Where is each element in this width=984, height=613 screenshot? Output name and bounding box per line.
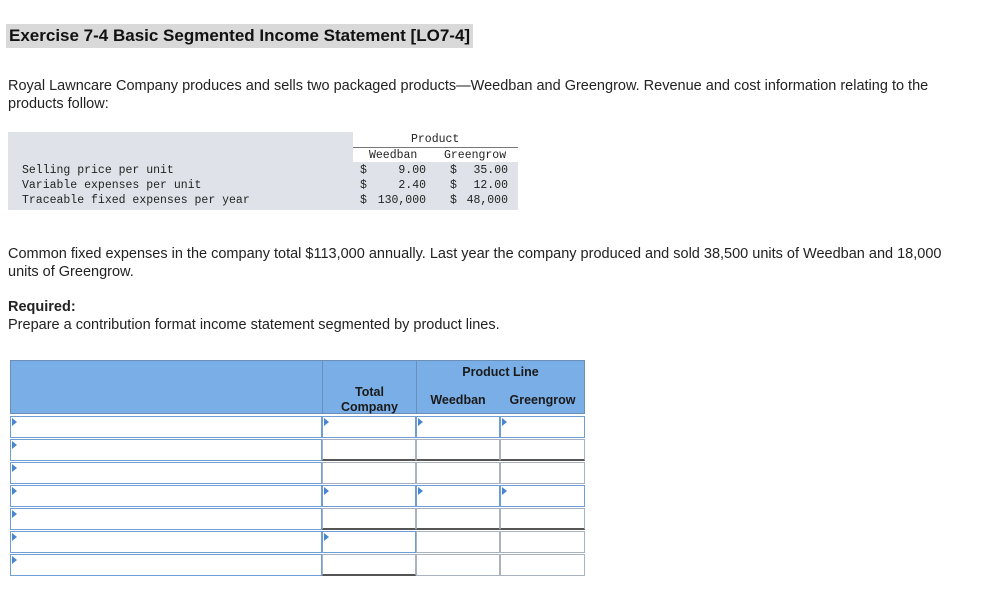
weedban-cell: [416, 554, 500, 576]
total-company-line2: Company: [341, 400, 398, 414]
row-c2-value: 12.00: [473, 179, 508, 192]
row-label: Selling price per unit: [22, 164, 174, 177]
dropdown-marker-icon: [12, 510, 17, 518]
required-text: Prepare a contribution format income sta…: [8, 317, 500, 333]
income-statement-grid: Product Line Total Company Weedban Green…: [10, 360, 585, 578]
exercise-title: Exercise 7-4 Basic Segmented Income Stat…: [6, 24, 474, 48]
dropdown-marker-icon: [324, 418, 329, 426]
weedban-amount-input[interactable]: [416, 439, 500, 461]
dropdown-marker-icon: [12, 533, 17, 541]
info-rows-bg: [8, 162, 518, 210]
row-label-input[interactable]: [10, 508, 322, 530]
row-label: Traceable fixed expenses per year: [22, 194, 250, 207]
total-company-line1: Total: [355, 385, 384, 399]
dropdown-marker-icon: [12, 464, 17, 472]
dropdown-marker-icon: [12, 487, 17, 495]
dropdown-marker-icon: [324, 487, 329, 495]
row-c1-value: 130,000: [377, 194, 426, 207]
total-amount-input[interactable]: [322, 531, 416, 553]
dropdown-marker-icon: [324, 533, 329, 541]
greengrow-cell: [500, 554, 585, 576]
dropdown-marker-icon: [418, 418, 423, 426]
row-label-input[interactable]: [10, 554, 322, 576]
info-header-bar: [8, 132, 353, 162]
weedban-amount-input[interactable]: [416, 485, 500, 507]
header-label-column: [10, 360, 323, 414]
row-c1-symbol: $: [360, 164, 367, 177]
weedban-amount-input[interactable]: [416, 508, 500, 530]
header-total-company: [322, 360, 417, 414]
dropdown-marker-icon: [12, 418, 17, 426]
greengrow-amount-input[interactable]: [500, 508, 585, 530]
row-c2-symbol: $: [450, 194, 457, 207]
row-label-input[interactable]: [10, 439, 322, 461]
row-c2-symbol: $: [450, 179, 457, 192]
row-c2-value: 48,000: [466, 194, 508, 207]
row-label-input[interactable]: [10, 416, 322, 438]
col-header-greengrow: Greengrow: [444, 149, 507, 162]
header-product-line: [416, 360, 585, 414]
product-line-header: Product Line: [462, 365, 539, 379]
greengrow-header: Greengrow: [509, 393, 576, 407]
greengrow-amount-input[interactable]: [500, 439, 585, 461]
weedban-amount-input[interactable]: [416, 462, 500, 484]
row-label: Variable expenses per unit: [22, 179, 202, 192]
row-c1-value: 9.00: [398, 164, 426, 177]
common-fixed-text: Common fixed expenses in the company tot…: [8, 246, 942, 280]
total-amount-input[interactable]: [322, 508, 416, 530]
greengrow-cell: [500, 531, 585, 553]
row-label-input[interactable]: [10, 485, 322, 507]
greengrow-amount-input[interactable]: [500, 485, 585, 507]
greengrow-amount-input[interactable]: [500, 462, 585, 484]
dropdown-marker-icon: [12, 556, 17, 564]
intro-text: Royal Lawncare Company produces and sell…: [8, 78, 929, 112]
row-label-input[interactable]: [10, 462, 322, 484]
total-amount-input[interactable]: [322, 416, 416, 438]
required-label: Required:: [8, 299, 76, 315]
weedban-header: Weedban: [430, 393, 486, 407]
row-c2-symbol: $: [450, 164, 457, 177]
total-amount-input[interactable]: [322, 554, 416, 576]
dropdown-marker-icon: [418, 487, 423, 495]
row-c1-symbol: $: [360, 179, 367, 192]
greengrow-amount-input[interactable]: [500, 416, 585, 438]
row-c1-value: 2.40: [398, 179, 426, 192]
total-amount-input[interactable]: [322, 462, 416, 484]
col-header-weedban: Weedban: [369, 149, 418, 162]
total-amount-input[interactable]: [322, 439, 416, 461]
dropdown-marker-icon: [502, 487, 507, 495]
total-amount-input[interactable]: [322, 485, 416, 507]
dropdown-marker-icon: [502, 418, 507, 426]
dropdown-marker-icon: [12, 441, 17, 449]
product-group-header: Product: [411, 133, 460, 146]
row-c2-value: 35.00: [473, 164, 508, 177]
weedban-cell: [416, 531, 500, 553]
product-header-rule: [353, 147, 518, 148]
weedban-amount-input[interactable]: [416, 416, 500, 438]
row-label-input[interactable]: [10, 531, 322, 553]
product-info-table: Product Weedban Greengrow Selling price …: [8, 132, 518, 212]
row-c1-symbol: $: [360, 194, 367, 207]
